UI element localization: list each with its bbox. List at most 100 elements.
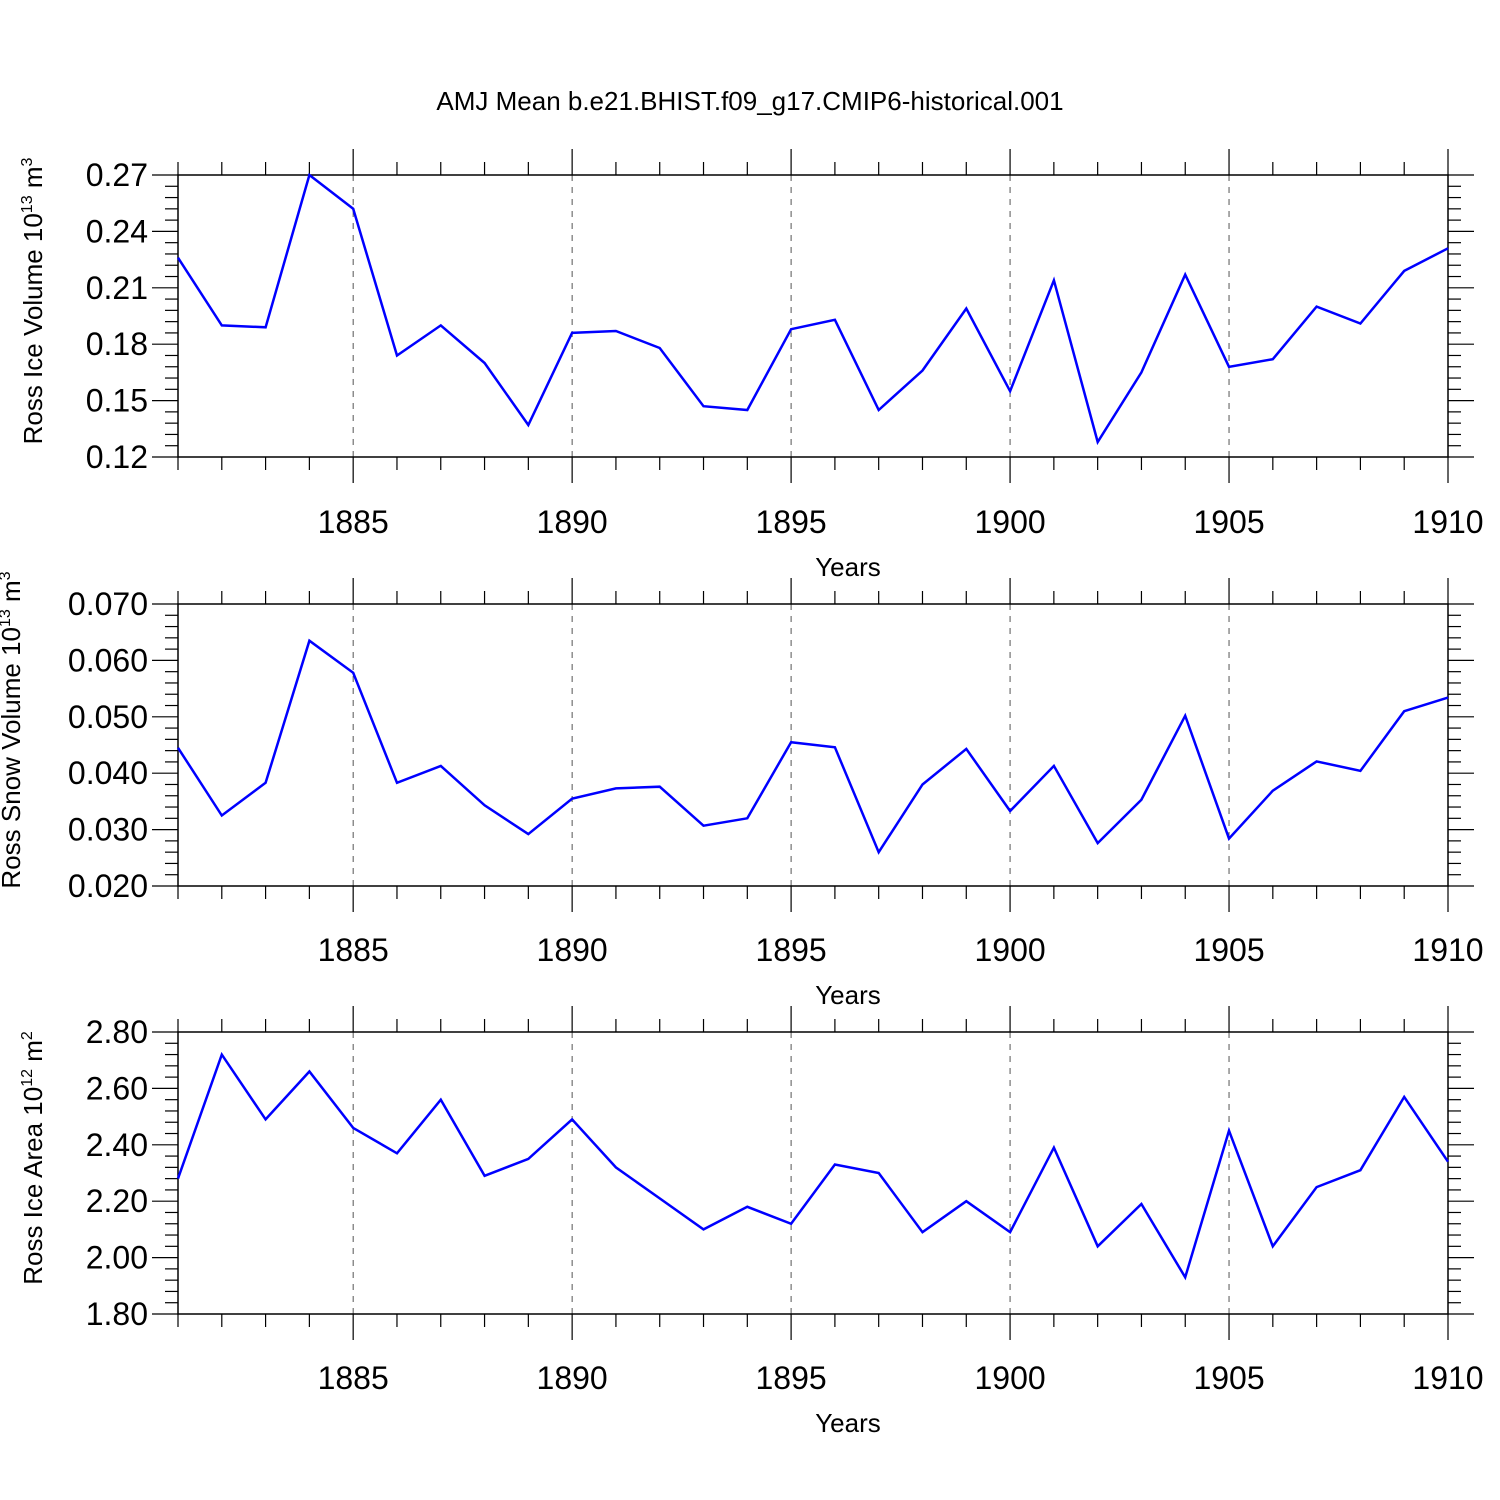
data-point (1183, 1275, 1187, 1279)
data-point (745, 408, 749, 412)
chart-panel: 0.020 0.030 0.040 0.050 0.060 0.070 1885 1890 18… (0, 571, 1484, 1010)
y-tick-label: 0.27 (86, 157, 148, 193)
data-point (220, 323, 224, 327)
data-point (833, 318, 837, 322)
data-point (877, 850, 881, 854)
panels-group: 0.12 0.15 0.18 0.21 0.24 0.27 1885 1890 1895 1900… (0, 149, 1484, 1438)
data-point (1402, 709, 1406, 713)
y-tick-label: 0.15 (86, 383, 148, 419)
data-point (1227, 365, 1231, 369)
data-point (1183, 714, 1187, 718)
data-point (833, 1163, 837, 1167)
data-point (1358, 322, 1362, 326)
data-point (264, 781, 268, 785)
data-point (964, 747, 968, 751)
data-point (526, 423, 530, 427)
data-point (702, 1227, 706, 1231)
plot-frame (177, 174, 1449, 458)
y-tick-label: 0.020 (68, 868, 148, 904)
data-point (1008, 1230, 1012, 1234)
y-tick-label: 0.12 (86, 439, 148, 475)
data-point (1183, 273, 1187, 277)
data-point (351, 1126, 355, 1130)
data-point (351, 671, 355, 675)
x-tick-label: 1905 (1193, 504, 1264, 540)
data-point (614, 786, 618, 790)
data-point (439, 323, 443, 327)
data-point (789, 1222, 793, 1226)
data-point (176, 1177, 180, 1181)
x-tick-label: 1890 (537, 1360, 608, 1396)
data-point (1315, 1185, 1319, 1189)
data-point (1227, 1129, 1231, 1133)
data-point (439, 764, 443, 768)
data-point (1096, 841, 1100, 845)
data-point (658, 346, 662, 350)
x-tick-label: 1910 (1412, 1360, 1483, 1396)
x-tick-label: 1900 (974, 504, 1045, 540)
x-tick-label: 1900 (974, 1360, 1045, 1396)
y-axis-title: Ross Snow Volume 1013 m3 (0, 571, 26, 888)
data-point (1008, 809, 1012, 813)
x-tick-label: 1905 (1193, 1360, 1264, 1396)
data-point (1271, 1244, 1275, 1248)
data-point (264, 325, 268, 329)
data-point (1008, 389, 1012, 393)
data-point (877, 1171, 881, 1175)
y-tick-label: 2.40 (86, 1127, 148, 1163)
data-point (1446, 696, 1450, 700)
data-point (176, 256, 180, 260)
series-line (176, 172, 1449, 446)
data-point (614, 1165, 618, 1169)
data-point (1315, 759, 1319, 763)
data-point (702, 824, 706, 828)
data-point (483, 803, 487, 807)
x-tick-label: 1895 (756, 1360, 827, 1396)
data-point (526, 832, 530, 836)
x-tick-label: 1885 (318, 932, 389, 968)
data-point (1139, 798, 1143, 802)
x-tick-label: 1910 (1412, 932, 1483, 968)
x-tick-label: 1890 (537, 932, 608, 968)
x-tick-label: 1910 (1412, 504, 1483, 540)
y-tick-label: 1.80 (86, 1296, 148, 1332)
data-point (1052, 764, 1056, 768)
y-tick-label: 0.24 (86, 213, 148, 249)
figure-title: AMJ Mean b.e21.BHIST.f09_g17.CMIP6-histo… (436, 86, 1063, 116)
data-point (570, 331, 574, 335)
data-point (964, 306, 968, 310)
y-axis-title: Ross Ice Volume 1013 m3 (18, 157, 48, 444)
data-point (526, 1157, 530, 1161)
x-tick-label: 1890 (537, 504, 608, 540)
data-point (1227, 837, 1231, 841)
chart-panel: 0.12 0.15 0.18 0.21 0.24 0.27 1885 1890 1895 1900… (18, 149, 1484, 582)
data-point (307, 173, 311, 177)
data-point (1446, 1160, 1450, 1164)
data-point (483, 1174, 487, 1178)
data-point (833, 745, 837, 749)
data-point (1402, 269, 1406, 273)
y-tick-label: 0.040 (68, 755, 148, 791)
data-point (1402, 1095, 1406, 1099)
data-point (570, 797, 574, 801)
y-tick-label: 2.80 (86, 1014, 148, 1050)
y-axis-title: Ross Ice Area 1012 m2 (18, 1031, 48, 1285)
y-tick-label: 0.030 (68, 812, 148, 848)
plot-frame (177, 1031, 1449, 1315)
x-tick-label: 1905 (1193, 932, 1264, 968)
data-point (439, 1098, 443, 1102)
y-tick-label: 2.60 (86, 1070, 148, 1106)
data-point (220, 1053, 224, 1057)
x-tick-label: 1900 (974, 932, 1045, 968)
data-point (483, 361, 487, 365)
x-axis-title: Years (815, 552, 881, 582)
y-tick-label: 0.070 (68, 586, 148, 622)
data-point (702, 404, 706, 408)
data-point (1139, 370, 1143, 374)
data-point (1096, 1244, 1100, 1248)
x-axis-title: Years (815, 980, 881, 1010)
data-point (1446, 246, 1450, 250)
y-tick-label: 0.050 (68, 699, 148, 735)
data-point (351, 207, 355, 211)
data-point (220, 814, 224, 818)
